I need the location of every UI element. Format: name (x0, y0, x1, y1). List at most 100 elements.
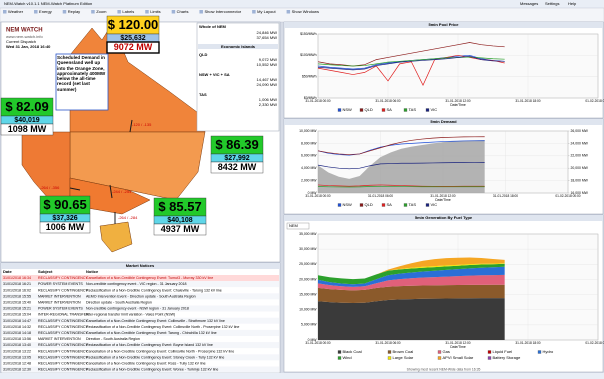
notice-row[interactable] (2, 323, 279, 330)
notice-row[interactable] (2, 329, 279, 336)
notice-cell[interactable]: AEMO Intervention Event - Direction upda… (86, 294, 196, 298)
legend-label[interactable]: TAS (409, 202, 417, 207)
toolbar-button[interactable] (171, 10, 176, 14)
notice-cell[interactable]: 31/01/2018 15:55 (3, 294, 31, 298)
notice-cell[interactable]: MARKET INTERVENTION (38, 337, 81, 341)
legend-label[interactable]: Liquid Fuel (493, 349, 513, 354)
notice-cell[interactable]: 31/01/2018 13:05 (3, 355, 31, 359)
toolbar-label[interactable]: Zoom (96, 9, 107, 14)
legend-swatch[interactable] (337, 108, 342, 112)
toolbar-label[interactable]: Show Interconnector (204, 9, 241, 14)
notice-row[interactable] (2, 354, 279, 361)
notice-cell[interactable]: 31/01/2018 13:22 (3, 349, 31, 353)
notice-cell[interactable]: Cancellation of a Non-Credible Contingen… (86, 349, 234, 353)
toolbar-button[interactable] (91, 10, 95, 14)
legend-label[interactable]: TAS (409, 107, 417, 112)
notice-cell[interactable]: MARKET INTERVENTION (38, 300, 81, 304)
legend-swatch[interactable] (387, 356, 392, 360)
notice-row[interactable] (2, 311, 279, 318)
legend-label[interactable]: Gas (443, 349, 450, 354)
notice-cell[interactable]: Reclassification of a Non-Credible Conti… (86, 325, 239, 329)
notice-cell[interactable]: 31/01/2018 13:40 (3, 343, 31, 347)
notice-cell[interactable]: INTER-REGIONAL TRANSFER (38, 313, 89, 317)
notice-cell[interactable]: RECLASSIFY CONTINGENCY (38, 331, 88, 335)
menu-item[interactable]: Messages (520, 1, 538, 6)
notice-cell[interactable]: Reclassification of a Non-Credible Conti… (86, 343, 213, 347)
legend-swatch[interactable] (437, 356, 442, 360)
notice-cell[interactable]: Inter-regional transfer limit variation … (86, 313, 175, 317)
notice-row[interactable] (2, 366, 279, 373)
notice-cell[interactable]: RECLASSIFY CONTINGENCY (38, 319, 88, 323)
notice-cell[interactable]: RECLASSIFY CONTINGENCY (38, 343, 88, 347)
legend-swatch[interactable] (437, 350, 442, 354)
notice-row[interactable] (2, 305, 279, 312)
toolbar-label[interactable]: My Layout (257, 9, 276, 14)
notice-cell[interactable]: Direction - South Australia Region (86, 337, 140, 341)
notice-cell[interactable]: 31/01/2018 16:02 (3, 288, 31, 292)
legend-label[interactable]: Battery Storage (493, 355, 522, 360)
notice-cell[interactable]: 31/01/2018 12:30 (3, 368, 31, 372)
notice-cell[interactable]: 31/01/2018 14:47 (3, 319, 31, 323)
legend-label[interactable]: Large Solar (393, 355, 414, 360)
legend-label[interactable]: Hydro (543, 349, 554, 354)
legend-label[interactable]: Wind (343, 355, 352, 360)
notice-cell[interactable]: RECLASSIFY CONTINGENCY (38, 349, 88, 353)
notice-cell[interactable]: Cancellation of a Non-Credible Contingen… (86, 331, 217, 335)
legend-swatch[interactable] (381, 203, 386, 207)
toolbar-label[interactable]: Energy (39, 9, 52, 14)
notice-cell[interactable]: Cancellation of a Non-Credible Contingen… (86, 361, 206, 365)
legend-label[interactable]: QLD (365, 202, 373, 207)
notice-cell[interactable]: RECLASSIFY CONTINGENCY (38, 288, 88, 292)
legend-label[interactable]: VIC (431, 107, 438, 112)
notice-row[interactable] (2, 287, 279, 294)
toolbar-button[interactable] (286, 10, 291, 14)
notice-cell[interactable]: 31/01/2018 14:32 (3, 325, 31, 329)
notice-row[interactable] (2, 293, 279, 300)
toolbar-button[interactable] (62, 10, 67, 14)
legend-swatch[interactable] (425, 108, 430, 112)
notice-cell[interactable]: 31/01/2018 14:18 (3, 331, 31, 335)
notice-row[interactable] (2, 348, 279, 355)
legend-swatch[interactable] (337, 350, 342, 354)
toolbar-button[interactable] (3, 10, 7, 14)
legend-swatch[interactable] (359, 108, 364, 112)
legend-label[interactable]: NSW (343, 107, 353, 112)
notice-cell[interactable]: RECLASSIFY CONTINGENCY (38, 368, 88, 372)
legend-swatch[interactable] (337, 203, 342, 207)
legend-swatch[interactable] (381, 108, 386, 112)
legend-swatch[interactable] (487, 350, 492, 354)
legend-swatch[interactable] (425, 203, 430, 207)
notice-cell[interactable]: RECLASSIFY CONTINGENCY (38, 355, 88, 359)
notice-row[interactable] (2, 336, 279, 343)
toolbar-label[interactable]: Limits (150, 9, 160, 14)
notice-row[interactable] (2, 342, 279, 349)
selector[interactable] (286, 222, 310, 230)
toolbar-button[interactable] (117, 10, 121, 14)
notice-cell[interactable]: POWER SYSTEM EVENTS (38, 282, 83, 286)
legend-label[interactable]: NSW (343, 202, 353, 207)
legend-swatch[interactable] (487, 356, 492, 360)
legend-swatch[interactable] (337, 356, 342, 360)
notice-cell[interactable]: Reclassification of a Non-Credible Conti… (86, 368, 218, 372)
legend-label[interactable]: QLD (365, 107, 373, 112)
notice-cell[interactable]: 31/01/2018 13:56 (3, 337, 31, 341)
legend-label[interactable]: SA (387, 107, 393, 112)
legend-swatch[interactable] (359, 203, 364, 207)
legend-swatch[interactable] (403, 108, 408, 112)
notice-cell[interactable]: Reclassification of a Non-Credible Conti… (86, 355, 224, 359)
notice-row[interactable] (2, 275, 279, 282)
notice-row[interactable] (2, 281, 279, 288)
legend-label[interactable]: VIC (431, 202, 438, 207)
notice-cell[interactable]: 31/01/2018 16:34 (3, 276, 31, 280)
legend-swatch[interactable] (537, 350, 542, 354)
notice-cell[interactable]: Non-credible contingency event - VIC reg… (86, 282, 186, 286)
menu-item[interactable]: Help (568, 1, 577, 6)
notice-cell[interactable]: Cancellation of a Non-Credible Contingen… (86, 319, 225, 323)
notice-cell[interactable]: MARKET INTERVENTION (38, 294, 81, 298)
toolbar-label[interactable]: Charts (177, 9, 189, 14)
toolbar-button[interactable] (199, 10, 203, 14)
notice-cell[interactable]: RECLASSIFY CONTINGENCY (38, 325, 88, 329)
notice-cell[interactable]: RECLASSIFY CONTINGENCY (38, 276, 88, 280)
notice-cell[interactable]: 31/01/2018 12:48 (3, 361, 31, 365)
notice-cell[interactable]: POWER SYSTEM EVENTS (38, 307, 83, 311)
